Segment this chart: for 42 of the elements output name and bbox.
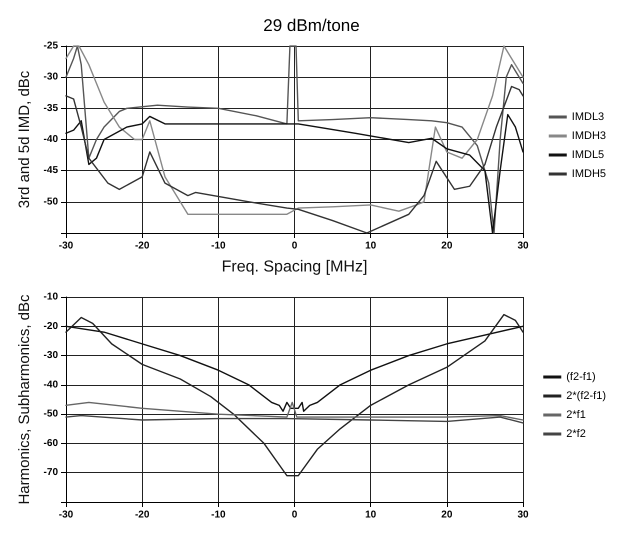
legend-label: (f2-f1): [566, 371, 596, 383]
legend-label: IMDL5: [572, 149, 604, 161]
legend-label: 2*(f2-f1): [566, 390, 606, 402]
x-tick-label: -20: [134, 510, 150, 520]
x-tick-label: -10: [211, 240, 226, 252]
y-tick-label: -40: [44, 379, 58, 390]
y-axis-title: Harmonics, Subharmonics, dBc: [16, 294, 33, 505]
chart-title: 29 dBm/tone: [263, 16, 360, 35]
y-tick-label: -60: [44, 438, 58, 449]
x-tick-label: 30: [517, 240, 529, 252]
y-tick-label: -50: [44, 408, 58, 420]
x-tick-label: -30: [58, 510, 74, 520]
y-tick-label: -45: [44, 165, 58, 176]
legend-label: IMDL3: [572, 111, 604, 123]
x-tick-label: 20: [441, 510, 453, 520]
x-tick-label: 20: [441, 240, 453, 252]
y-tick-label: -20: [44, 320, 58, 332]
x-axis-title: Freq. Spacing [MHz]: [222, 258, 368, 276]
x-tick-label: -30: [58, 240, 74, 252]
y-tick-label: -50: [44, 196, 58, 208]
y-tick-label: -30: [44, 72, 58, 83]
x-tick-label: 0: [292, 240, 298, 252]
line-series: [65, 414, 524, 424]
legend-label: IMDH3: [572, 130, 606, 142]
legend-label: 2*f1: [566, 409, 586, 421]
legend-label: IMDH5: [572, 168, 606, 180]
x-tick-label: 30: [517, 510, 529, 520]
line-series: [65, 402, 524, 421]
legend-label: 2*f2: [566, 428, 586, 440]
x-tick-label: 10: [365, 510, 377, 520]
line-series: [65, 326, 524, 412]
y-tick-label: -40: [44, 134, 58, 145]
y-tick-label: -30: [44, 350, 58, 362]
y-tick-label: -10: [44, 292, 58, 302]
y-tick-label: -70: [44, 467, 58, 478]
x-tick-label: 10: [365, 240, 377, 252]
x-tick-label: -20: [134, 240, 150, 252]
x-tick-label: 0: [292, 510, 298, 520]
y-tick-label: -25: [44, 40, 58, 52]
y-axis-title: 3rd and 5d IMD, dBc: [16, 70, 33, 208]
x-tick-label: -10: [211, 510, 226, 520]
y-tick-label: -35: [44, 102, 58, 114]
